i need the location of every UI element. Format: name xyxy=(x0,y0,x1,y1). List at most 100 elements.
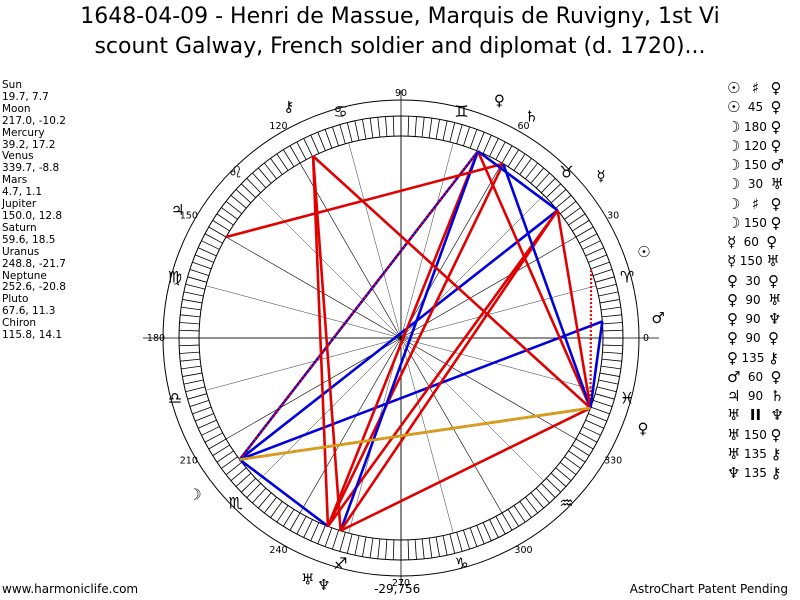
division-line xyxy=(205,285,402,339)
degree-tick xyxy=(377,538,381,559)
degree-tick xyxy=(198,247,217,257)
degree-tick xyxy=(192,261,212,270)
degree-tick xyxy=(507,149,519,167)
aspect-row: ☽ 30 ♅ xyxy=(727,175,784,194)
aspect-line xyxy=(476,150,592,409)
degree-tick xyxy=(513,153,526,171)
aspect-planet-1-icon: ♅ xyxy=(727,425,741,444)
degree-tick xyxy=(572,444,590,456)
aspect-symbol: 90 xyxy=(745,331,761,346)
degree-tick xyxy=(270,158,283,175)
saturn-icon: ♄ xyxy=(525,107,538,125)
degree-tick xyxy=(252,487,267,504)
degree-tick xyxy=(181,306,202,311)
aspect-symbol: 60 xyxy=(747,369,764,384)
degree-tick xyxy=(187,276,207,283)
neptune-icon: ♆ xyxy=(317,576,330,594)
degree-tick xyxy=(310,522,320,541)
degree-tick xyxy=(185,386,206,393)
degree-tick xyxy=(187,393,207,400)
degree-tick xyxy=(463,126,470,147)
aspect-line xyxy=(312,155,592,410)
position-value: 67.6, 11.3 xyxy=(2,305,56,318)
division-line xyxy=(400,337,454,534)
degree-label: 180 xyxy=(147,333,165,344)
degree-tick xyxy=(241,478,256,493)
degree-tick xyxy=(598,291,619,297)
degree-tick xyxy=(195,413,214,422)
chart-title-line-2: scount Galway, French soldier and diplom… xyxy=(94,34,706,59)
aspect-planet-2-icon: ♂ xyxy=(770,156,784,174)
degree-tick xyxy=(257,492,272,509)
aspect-planet-1-icon: ☽ xyxy=(727,117,741,136)
degree-tick xyxy=(369,118,374,139)
degree-tick xyxy=(180,358,201,362)
degree-tick xyxy=(332,529,339,550)
degree-tick xyxy=(257,167,272,184)
degree-tick xyxy=(407,539,410,560)
degree-tick xyxy=(501,145,513,164)
degree-tick xyxy=(564,207,581,220)
degree-tick xyxy=(579,432,598,443)
degree-tick xyxy=(354,535,360,556)
degree-tick xyxy=(546,183,561,198)
aspect-planet-2-icon: ⚷ xyxy=(770,444,782,463)
degree-tick xyxy=(592,269,613,276)
aspect-planet-1-icon: ☿ xyxy=(727,233,737,251)
aspect-line xyxy=(589,321,604,409)
degree-tick xyxy=(303,519,313,538)
aspect-row: ♆ 135 ⚷ xyxy=(727,464,784,483)
venus-icon: ♀ xyxy=(637,420,648,438)
position-value: 217.0, -10.2 xyxy=(2,114,66,127)
aspect-line xyxy=(239,320,603,461)
degree-tick xyxy=(246,178,261,193)
degree-tick xyxy=(182,299,203,304)
aspect-planet-1-icon: ♀ xyxy=(727,329,738,348)
aspect-row: ☽ 180 ♀ xyxy=(727,118,784,137)
footer-value: -29,756 xyxy=(374,582,421,596)
zodiac-sign-icon: ♒ xyxy=(559,493,573,512)
degree-tick xyxy=(575,226,594,238)
aspect-planet-2-icon: ♀ xyxy=(770,98,782,117)
aspect-symbol: 150 xyxy=(744,158,767,172)
aspect-planet-1-icon: ♃ xyxy=(727,387,741,405)
division-line xyxy=(348,142,402,339)
degree-tick xyxy=(590,261,610,270)
website-link[interactable]: www.harmoniclife.com xyxy=(2,582,139,596)
degree-label: 210 xyxy=(180,456,198,467)
zodiac-sign-icon: ♊ xyxy=(454,102,468,121)
zodiac-sign-icon: ♉ xyxy=(559,163,573,182)
position-value: 252.6, -20.8 xyxy=(2,281,66,294)
aspect-symbol: 120 xyxy=(744,138,767,153)
aspect-line xyxy=(326,163,505,527)
degree-tick xyxy=(602,322,623,325)
degree-tick xyxy=(414,116,417,137)
degree-tick xyxy=(180,314,201,318)
position-name: Moon xyxy=(2,102,31,115)
aspect-planet-2-icon: ♀ xyxy=(766,233,778,251)
degree-tick xyxy=(599,299,620,304)
aspect-symbol: 30 xyxy=(747,177,764,192)
degree-tick xyxy=(546,478,561,493)
degree-tick xyxy=(442,120,448,141)
degree-label: 240 xyxy=(269,545,287,556)
degree-tick xyxy=(264,496,277,514)
aspect-planet-2-icon: ♆ xyxy=(768,310,782,328)
aspect-planet-2-icon: ♀ xyxy=(768,329,779,348)
degree-label: 60 xyxy=(517,121,529,132)
position-name: Mars xyxy=(2,174,28,187)
zodiac-sign-icon: ♐ xyxy=(333,554,347,573)
degree-tick xyxy=(530,492,545,509)
zodiac-sign-icon: ♎ xyxy=(168,389,182,408)
aspect-line xyxy=(326,209,559,528)
degree-tick xyxy=(568,213,586,226)
degree-tick xyxy=(296,516,307,535)
degree-tick xyxy=(241,183,256,198)
degree-tick xyxy=(317,525,326,544)
position-value: 19.7, 7.7 xyxy=(2,90,49,103)
degree-tick xyxy=(185,283,206,290)
division-line xyxy=(400,162,503,339)
degree-tick xyxy=(495,516,506,535)
degree-tick xyxy=(289,512,301,531)
